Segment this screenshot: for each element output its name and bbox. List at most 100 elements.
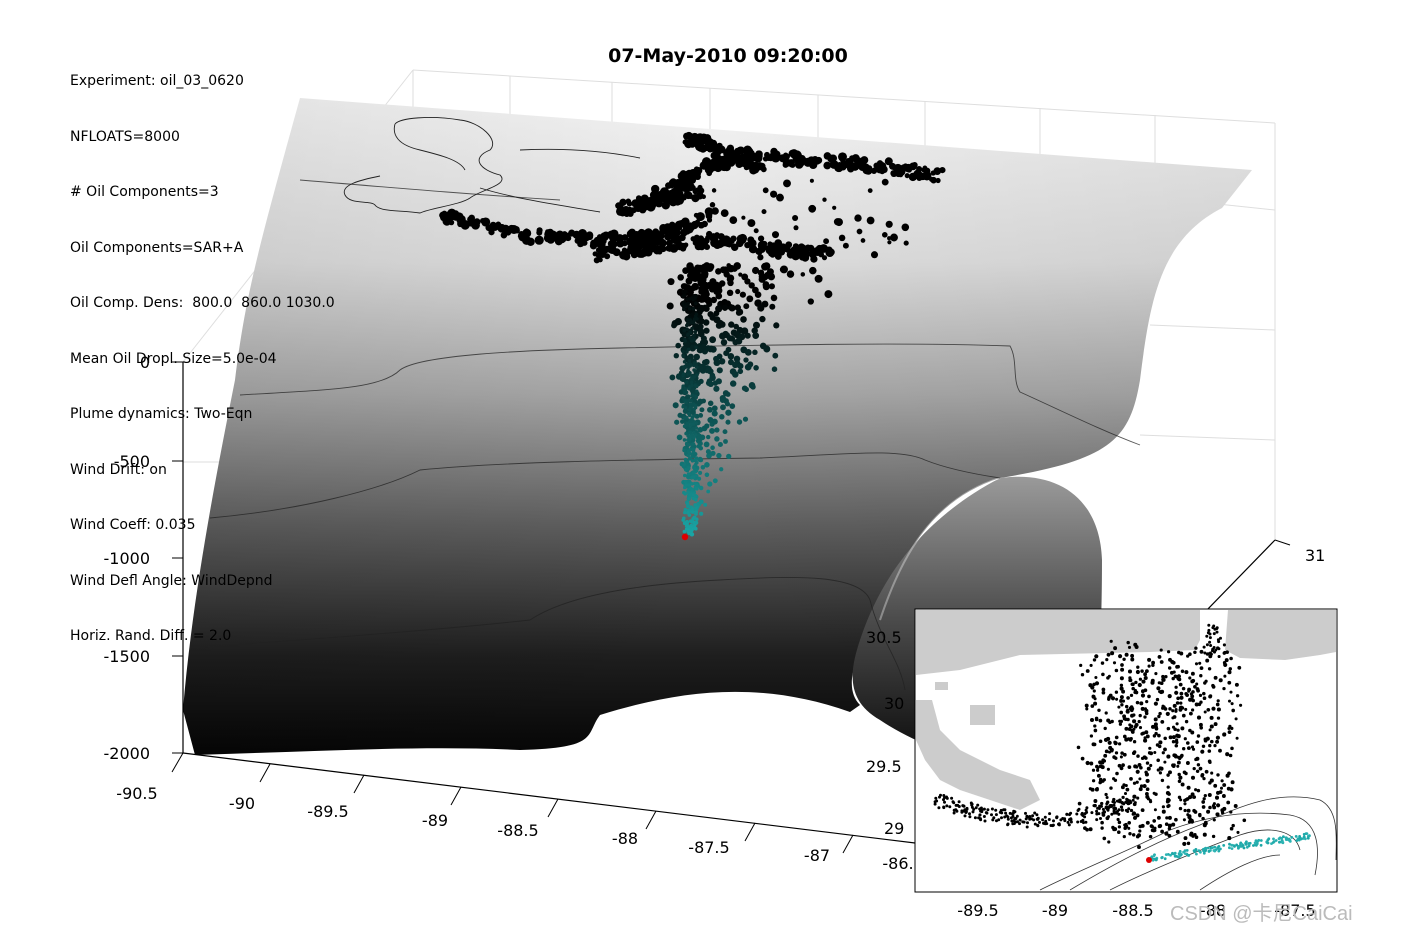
- oil-particle: [748, 282, 755, 289]
- oil-particle: [706, 170, 713, 177]
- inset-oil-particle: [1101, 672, 1105, 677]
- inset-oil-particle: [1227, 670, 1232, 675]
- oil-particle: [730, 243, 739, 251]
- inset-oil-particle: [1175, 829, 1180, 834]
- oil-particle: [695, 517, 699, 522]
- inset-oil-particle: [1180, 669, 1185, 674]
- inset-oil-particle: [1209, 778, 1214, 783]
- inset-oil-particle: [1190, 745, 1195, 749]
- inset-oil-particle: [1177, 855, 1181, 859]
- inset-oil-particle: [986, 808, 990, 812]
- oil-particle: [694, 345, 698, 350]
- inset-oil-particle: [1114, 668, 1119, 673]
- oil-particle: [675, 342, 682, 349]
- inset-oil-particle: [1211, 626, 1215, 630]
- inset-oil-particle: [1130, 657, 1135, 662]
- inset-oil-particle: [1152, 819, 1157, 823]
- oil-particle: [794, 158, 804, 167]
- inset-oil-particle: [1257, 838, 1261, 842]
- inset-oil-particle: [1133, 801, 1137, 805]
- oil-particle: [935, 177, 941, 184]
- inset-oil-particle: [1098, 739, 1103, 744]
- inset-oil-particle: [1018, 818, 1022, 822]
- oil-particle: [683, 507, 688, 512]
- oil-particle: [691, 422, 696, 426]
- info-line: Wind Drift: on: [70, 461, 167, 478]
- inset-oil-particle: [1089, 761, 1094, 766]
- inset-oil-particle: [1230, 847, 1234, 850]
- inset-oil-particle: [1143, 736, 1147, 740]
- inset-oil-particle: [1156, 815, 1161, 820]
- inset-oil-particle: [1109, 747, 1114, 752]
- inset-oil-particle: [1021, 820, 1025, 824]
- oil-particle: [754, 152, 761, 159]
- oil-particle: [710, 450, 716, 456]
- oil-particle: [683, 339, 687, 343]
- inset-oil-particle: [1189, 711, 1193, 716]
- inset-oil-particle: [1133, 764, 1138, 769]
- inset-oil-particle: [960, 810, 964, 814]
- inset-oil-particle: [1091, 694, 1095, 698]
- inset-oil-particle: [1156, 758, 1160, 763]
- inset-oil-particle: [1228, 846, 1231, 850]
- oil-particle: [697, 398, 704, 405]
- oil-particle: [715, 305, 723, 313]
- inset-oil-particle: [1222, 732, 1227, 736]
- oil-particle: [683, 132, 691, 141]
- oil-particle: [854, 214, 862, 222]
- oil-particle: [812, 247, 821, 255]
- inset-oil-particle: [1233, 845, 1236, 848]
- oil-particle: [682, 529, 687, 534]
- oil-particle: [881, 178, 889, 186]
- inset-oil-particle: [1234, 717, 1238, 721]
- inset-oil-particle: [1161, 809, 1166, 814]
- inset-oil-particle: [1112, 755, 1116, 759]
- oil-particle: [748, 244, 758, 254]
- inset-oil-particle: [1176, 696, 1180, 701]
- inset-oil-particle: [1146, 797, 1151, 801]
- oil-particle: [686, 182, 695, 192]
- inset-oil-particle: [1157, 654, 1162, 659]
- inset-oil-particle: [1205, 736, 1210, 741]
- oil-particle: [692, 368, 696, 372]
- inset-oil-particle: [1153, 808, 1157, 812]
- inset-oil-particle: [1100, 826, 1104, 830]
- oil-particle: [689, 344, 697, 352]
- oil-particle: [640, 239, 648, 246]
- inset-oil-particle: [1082, 821, 1085, 825]
- oil-particle: [710, 296, 717, 304]
- inset-oil-particle: [1288, 840, 1292, 843]
- inset-oil-particle: [1187, 854, 1191, 857]
- inset-oil-particle: [1093, 724, 1097, 728]
- inset-oil-particle: [1124, 652, 1129, 657]
- inset-oil-particle: [1028, 815, 1032, 818]
- oil-particle: [801, 249, 810, 258]
- inset-oil-particle: [1157, 714, 1161, 719]
- inset-oil-particle: [1241, 844, 1245, 847]
- inset-oil-particle: [1140, 669, 1144, 673]
- inset-oil-particle: [1155, 858, 1158, 862]
- inset-oil-particle: [1213, 849, 1217, 853]
- inset-oil-particle: [1207, 849, 1211, 853]
- inset-oil-particle: [1185, 693, 1189, 697]
- inset-oil-particle: [1207, 846, 1210, 850]
- oil-particle: [681, 384, 685, 389]
- inset-oil-particle: [1248, 841, 1252, 845]
- inset-oil-particle: [1138, 677, 1142, 681]
- oil-particle: [685, 380, 689, 385]
- oil-particle: [727, 353, 735, 360]
- oil-particle: [683, 387, 688, 391]
- oil-particle: [744, 278, 751, 285]
- inset-oil-particle: [1181, 686, 1186, 691]
- inset-oil-particle: [1228, 667, 1233, 671]
- inset-oil-particle: [1208, 760, 1212, 765]
- oil-particle: [732, 361, 739, 369]
- inset-oil-particle: [1294, 835, 1298, 838]
- oil-particle: [930, 170, 936, 176]
- inset-oil-particle: [1052, 819, 1055, 823]
- inset-oil-particle: [1104, 711, 1108, 715]
- inset-oil-particle: [1163, 760, 1167, 764]
- oil-particle: [916, 165, 923, 173]
- inset-oil-particle: [1220, 811, 1225, 815]
- inset-oil-particle: [1166, 726, 1171, 731]
